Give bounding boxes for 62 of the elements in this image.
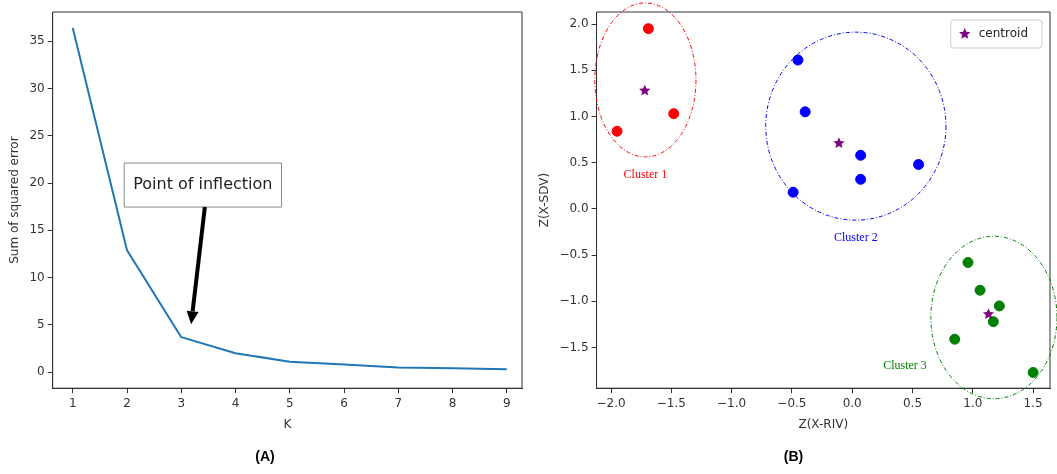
y-tick-label: 0.0 (569, 201, 589, 216)
x-tick-label: 6 (340, 395, 348, 410)
y-tick-label: 5 (37, 316, 45, 331)
y-tick-label: 0.5 (569, 154, 589, 169)
point (993, 300, 1005, 312)
x-tick-label: 3 (177, 395, 186, 410)
annotation: Cluster 3 (883, 358, 927, 373)
y-tick-label: −1.0 (559, 293, 589, 308)
y-axis-title: Sum of squared error (7, 136, 22, 264)
annotation: Cluster 2 (834, 230, 878, 245)
y-tick-label: 15 (29, 222, 45, 237)
x-tick-label: −2.0 (596, 395, 626, 410)
annotation: Cluster 1 (623, 167, 668, 182)
point (982, 308, 995, 320)
point (639, 84, 651, 96)
x-tick-label: 0.0 (842, 395, 862, 410)
x-tick-label: 1 (68, 395, 77, 410)
point (1027, 366, 1039, 378)
x-tick-label: 1.0 (963, 395, 983, 410)
point (987, 316, 999, 328)
point (792, 54, 804, 66)
x-tick-label: 1.5 (1023, 395, 1043, 410)
y-tick-label: 30 (29, 80, 45, 95)
y-tick-label: 35 (29, 33, 45, 48)
point (787, 186, 799, 198)
point (855, 149, 867, 161)
x-axis-title: K (283, 416, 293, 431)
text: (A) (254, 448, 276, 464)
annotation: Point of inflection (133, 174, 273, 194)
y-axis-title: Z(X-SDV) (537, 172, 552, 228)
y-tick-label: 2.0 (569, 16, 589, 31)
y-tick-label: 25 (29, 127, 45, 142)
legend-label: centroid (978, 26, 1029, 41)
point (913, 159, 925, 171)
x-tick-label: −1.0 (717, 395, 747, 410)
x-tick-label: 5 (285, 395, 294, 410)
y-tick-label: 1.5 (569, 62, 589, 77)
point (855, 173, 867, 185)
x-tick-label: −0.5 (777, 395, 807, 410)
point (799, 106, 811, 118)
y-tick-label: −1.5 (559, 339, 589, 354)
x-tick-label: 7 (394, 395, 403, 410)
y-tick-label: 20 (29, 175, 45, 190)
x-tick-label: 0.5 (902, 395, 923, 410)
y-tick-label: 10 (29, 269, 45, 284)
point (642, 23, 654, 35)
y-tick-label: 1.0 (569, 108, 589, 123)
point (833, 137, 845, 149)
point (611, 125, 623, 137)
point (962, 256, 974, 268)
point (949, 333, 961, 345)
y-tick-label: −0.5 (559, 247, 589, 262)
y-tick-label: 0 (37, 364, 45, 379)
point (668, 108, 680, 120)
point (974, 284, 986, 296)
x-tick-label: 4 (231, 395, 240, 410)
x-tick-label: 9 (502, 395, 511, 410)
text: (B) (782, 448, 805, 464)
x-tick-label: 8 (448, 395, 457, 410)
x-axis-title: Z(X-RIV) (798, 416, 849, 431)
x-tick-label: −1.5 (656, 395, 686, 410)
x-tick-label: 2 (123, 395, 131, 410)
